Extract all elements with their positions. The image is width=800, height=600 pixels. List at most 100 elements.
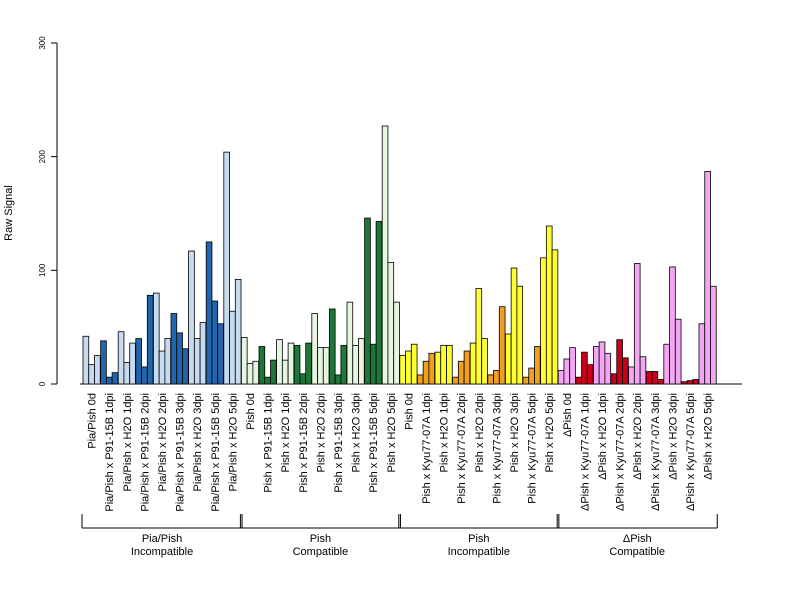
bar xyxy=(446,344,453,385)
bar xyxy=(463,350,471,385)
bar xyxy=(493,369,500,385)
bar xyxy=(475,288,483,385)
group-sublabel: Compatible xyxy=(609,546,665,558)
bar xyxy=(669,266,676,385)
bar xyxy=(674,318,682,385)
bar xyxy=(211,300,219,385)
bar xyxy=(551,249,559,385)
x-tick-label: Pia/Pish x P91-15B 1dpi xyxy=(104,393,116,512)
x-tick-label: Pia/Pish x H2O 1dpi xyxy=(122,393,134,491)
bar xyxy=(410,343,418,385)
x-tick-label: Pia/Pish x P91-15B 2dpi xyxy=(139,393,151,512)
bar xyxy=(352,344,359,385)
bar xyxy=(399,355,406,385)
x-tick-label: Pish x P91-15B 3dpi xyxy=(333,393,345,493)
bar xyxy=(358,338,365,385)
x-tick-label: Pia/Pish x P91-15B 5dpi xyxy=(210,393,222,512)
bar xyxy=(317,347,324,385)
bar xyxy=(487,374,494,385)
bar xyxy=(416,374,424,385)
bar xyxy=(270,359,277,385)
x-tick-label: ΔPish x H2O 3dpi xyxy=(667,393,679,480)
bar xyxy=(94,355,101,385)
bar xyxy=(405,350,412,385)
bar xyxy=(117,331,125,385)
x-tick-label: Pish x H2O 3dpi xyxy=(351,393,363,472)
x-tick-label: ΔPish x Kyu77-07A 3dpi xyxy=(650,393,662,511)
bar xyxy=(234,279,242,385)
bar xyxy=(346,301,354,385)
bar xyxy=(504,333,512,385)
bar xyxy=(146,294,154,385)
bar xyxy=(704,171,711,385)
bar xyxy=(205,241,213,385)
x-tick-label: Pia/Pish x H2O 2dpi xyxy=(157,393,169,491)
bar xyxy=(364,217,371,385)
bar xyxy=(287,342,295,385)
group-label: Pish xyxy=(310,533,331,545)
bar xyxy=(100,340,107,385)
x-tick-label: Pish x H2O 2dpi xyxy=(315,393,327,472)
x-tick-label: Pish x Kyu77-07A 2dpi xyxy=(456,393,468,504)
bar xyxy=(545,225,553,385)
bar xyxy=(610,373,618,385)
bar xyxy=(569,347,576,385)
group-brackets: Pia/PishIncompatiblePishCompatiblePishIn… xyxy=(81,514,718,558)
bar xyxy=(299,373,307,385)
x-tick-label: Pish x H2O 1dpi xyxy=(280,393,292,472)
x-tick-label: ΔPish 0d xyxy=(562,393,574,437)
bar xyxy=(158,350,166,385)
bar xyxy=(276,339,283,385)
bar xyxy=(369,343,377,385)
bar xyxy=(452,376,459,385)
bar xyxy=(105,376,113,385)
y-tick-label: 200 xyxy=(38,149,47,163)
group-label: Pish xyxy=(468,533,489,545)
group-sublabel: Incompatible xyxy=(131,546,193,558)
bar xyxy=(575,376,582,385)
bar xyxy=(534,346,541,385)
bar xyxy=(522,376,530,385)
y-tick-label: 100 xyxy=(38,263,47,277)
bar xyxy=(557,369,565,385)
bar xyxy=(111,372,119,385)
bar xyxy=(164,338,172,385)
bar xyxy=(82,335,90,385)
category-labels: Pia/Pish 0d Pia/Pish x P91-15B 1dpi Pia/Pi… xyxy=(87,393,715,512)
bar xyxy=(311,313,318,385)
bar xyxy=(440,344,447,385)
bar xyxy=(457,360,465,385)
bar xyxy=(698,323,706,385)
bar xyxy=(628,366,635,385)
bar xyxy=(123,362,131,385)
bar xyxy=(252,360,260,385)
bar xyxy=(188,250,195,385)
bar xyxy=(681,381,688,385)
x-tick-label: ΔPish x H2O 5dpi xyxy=(703,393,715,480)
bar xyxy=(528,367,535,385)
bar xyxy=(516,285,524,385)
x-tick-label: Pish x H2O 3dpi xyxy=(509,393,521,472)
bar xyxy=(692,379,700,385)
group-sublabel: Incompatible xyxy=(448,546,510,558)
bar xyxy=(481,338,488,385)
bar xyxy=(281,359,289,385)
bar xyxy=(129,342,136,385)
bar xyxy=(88,364,95,385)
bar xyxy=(422,360,430,385)
x-tick-label: ΔPish x Kyu77-07A 1dpi xyxy=(579,393,591,511)
bar xyxy=(593,346,600,385)
x-tick-label: Pia/Pish x P91-15B 3dpi xyxy=(175,393,187,512)
bar xyxy=(586,364,594,385)
bar xyxy=(633,263,641,385)
bar xyxy=(328,308,336,385)
bar xyxy=(152,292,160,385)
x-tick-label: Pia/Pish x H2O 3dpi xyxy=(192,393,204,491)
bar xyxy=(604,352,612,385)
bar xyxy=(428,352,436,385)
x-tick-label: Pish x H2O 1dpi xyxy=(439,393,451,472)
x-tick-label: ΔPish x H2O 1dpi xyxy=(597,393,609,480)
bar xyxy=(176,332,183,385)
bar xyxy=(322,347,330,385)
x-tick-label: Pish x H2O 5dpi xyxy=(386,393,398,472)
